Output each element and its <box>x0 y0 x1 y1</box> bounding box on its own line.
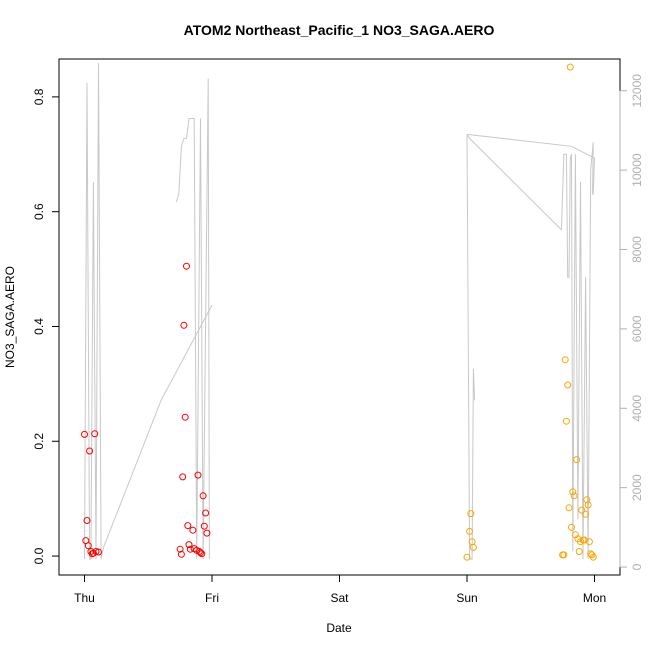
y2-tick-label: 2000 <box>630 474 644 501</box>
altitude-line-segment-4 <box>466 133 596 560</box>
x-axis: Thu Fri Sat Sun Mon <box>74 574 606 605</box>
x-tick-label: Fri <box>205 591 219 605</box>
data-point <box>200 522 208 530</box>
data-point <box>92 548 100 555</box>
data-point <box>197 549 204 557</box>
data-point <box>585 538 593 546</box>
data-point <box>589 553 597 561</box>
y2-axis: 0 2000 4000 6000 8000 10000 12000 <box>619 74 644 570</box>
y2-tick-label: 10000 <box>630 153 644 187</box>
data-point <box>564 381 572 389</box>
x-tick-label: Mon <box>583 591 606 605</box>
data-point <box>569 488 577 496</box>
data-point <box>203 529 211 537</box>
altitude-line-segment-3 <box>466 134 476 560</box>
data-point <box>562 417 570 425</box>
altitude-line-segment-2 <box>175 78 210 560</box>
data-point <box>183 262 190 270</box>
data-point <box>179 473 187 481</box>
data-point <box>95 548 102 556</box>
data-point <box>185 541 193 549</box>
data-point <box>202 509 210 517</box>
data-point <box>565 504 573 512</box>
data-point <box>180 321 188 329</box>
data-points-layer <box>81 63 597 561</box>
data-point <box>467 510 475 518</box>
data-point <box>83 517 91 524</box>
data-point <box>177 550 185 558</box>
data-point <box>186 545 194 553</box>
data-point <box>194 471 202 479</box>
y-axis-label: NO3_SAGA.AERO <box>3 266 17 368</box>
data-point <box>469 543 477 551</box>
x-tick-label: Thu <box>74 591 95 605</box>
data-point <box>198 550 206 558</box>
data-point <box>466 527 474 535</box>
y-tick-label: 0.6 <box>32 203 46 220</box>
y-axis: 0.0 0.2 0.4 0.6 0.8 <box>32 88 60 564</box>
data-point <box>91 430 99 438</box>
data-point <box>176 545 184 553</box>
altitude-line-segment-1 <box>84 62 213 560</box>
x-tick-label: Sat <box>330 591 349 605</box>
x-tick-label: Sun <box>456 591 477 605</box>
y2-tick-label: 12000 <box>630 74 644 108</box>
data-point <box>561 356 569 364</box>
data-point <box>84 542 92 550</box>
y-tick-label: 0.0 <box>32 547 46 564</box>
data-point <box>570 492 578 500</box>
data-point <box>583 496 591 504</box>
data-point <box>566 63 574 71</box>
y-tick-label: 0.8 <box>32 88 46 105</box>
data-point <box>86 447 94 455</box>
y-tick-label: 0.2 <box>32 433 46 450</box>
data-point <box>582 510 590 518</box>
data-point <box>189 526 197 534</box>
y2-tick-label: 8000 <box>630 236 644 263</box>
y2-tick-label: 0 <box>630 563 644 570</box>
data-point <box>463 553 471 561</box>
data-point <box>575 548 583 555</box>
data-point <box>568 523 575 531</box>
data-point <box>584 501 592 509</box>
data-point <box>181 413 189 421</box>
data-point <box>560 551 568 559</box>
y2-tick-label: 4000 <box>630 395 644 422</box>
altitude-line-layer <box>84 62 596 560</box>
data-point <box>81 430 88 438</box>
data-point <box>199 492 207 500</box>
data-point <box>578 506 586 514</box>
x-axis-label: Date <box>326 621 352 635</box>
data-point <box>184 522 192 530</box>
data-point <box>573 456 581 464</box>
chart-title: ATOM2 Northeast_Pacific_1 NO3_SAGA.AERO <box>184 22 495 38</box>
y-tick-label: 0.4 <box>32 318 46 335</box>
plot-frame <box>58 58 621 576</box>
y2-tick-label: 6000 <box>630 315 644 342</box>
